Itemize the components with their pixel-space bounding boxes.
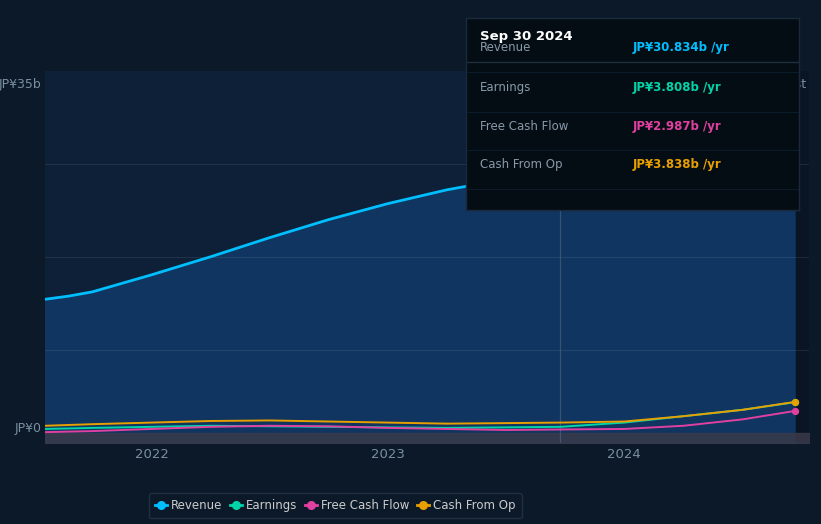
Legend: Revenue, Earnings, Free Cash Flow, Cash From Op: Revenue, Earnings, Free Cash Flow, Cash … bbox=[149, 493, 521, 518]
Point bbox=[788, 407, 801, 415]
Text: JP¥2.987b /yr: JP¥2.987b /yr bbox=[632, 119, 722, 133]
Point bbox=[788, 398, 801, 406]
Text: Past: Past bbox=[781, 78, 807, 91]
Text: Free Cash Flow: Free Cash Flow bbox=[479, 119, 568, 133]
Text: Earnings: Earnings bbox=[479, 81, 531, 94]
Text: Cash From Op: Cash From Op bbox=[479, 158, 562, 171]
Point bbox=[788, 111, 801, 119]
Text: Sep 30 2024: Sep 30 2024 bbox=[479, 30, 572, 43]
Text: JP¥0: JP¥0 bbox=[14, 422, 41, 435]
Point bbox=[788, 398, 801, 407]
Bar bbox=[561, 71, 809, 443]
Text: JP¥3.808b /yr: JP¥3.808b /yr bbox=[632, 81, 722, 94]
Text: JP¥3.838b /yr: JP¥3.838b /yr bbox=[632, 158, 722, 171]
Text: Revenue: Revenue bbox=[479, 41, 531, 54]
Text: JP¥35b: JP¥35b bbox=[0, 78, 41, 91]
Bar bbox=[45, 71, 561, 443]
Text: JP¥30.834b /yr: JP¥30.834b /yr bbox=[632, 41, 729, 54]
